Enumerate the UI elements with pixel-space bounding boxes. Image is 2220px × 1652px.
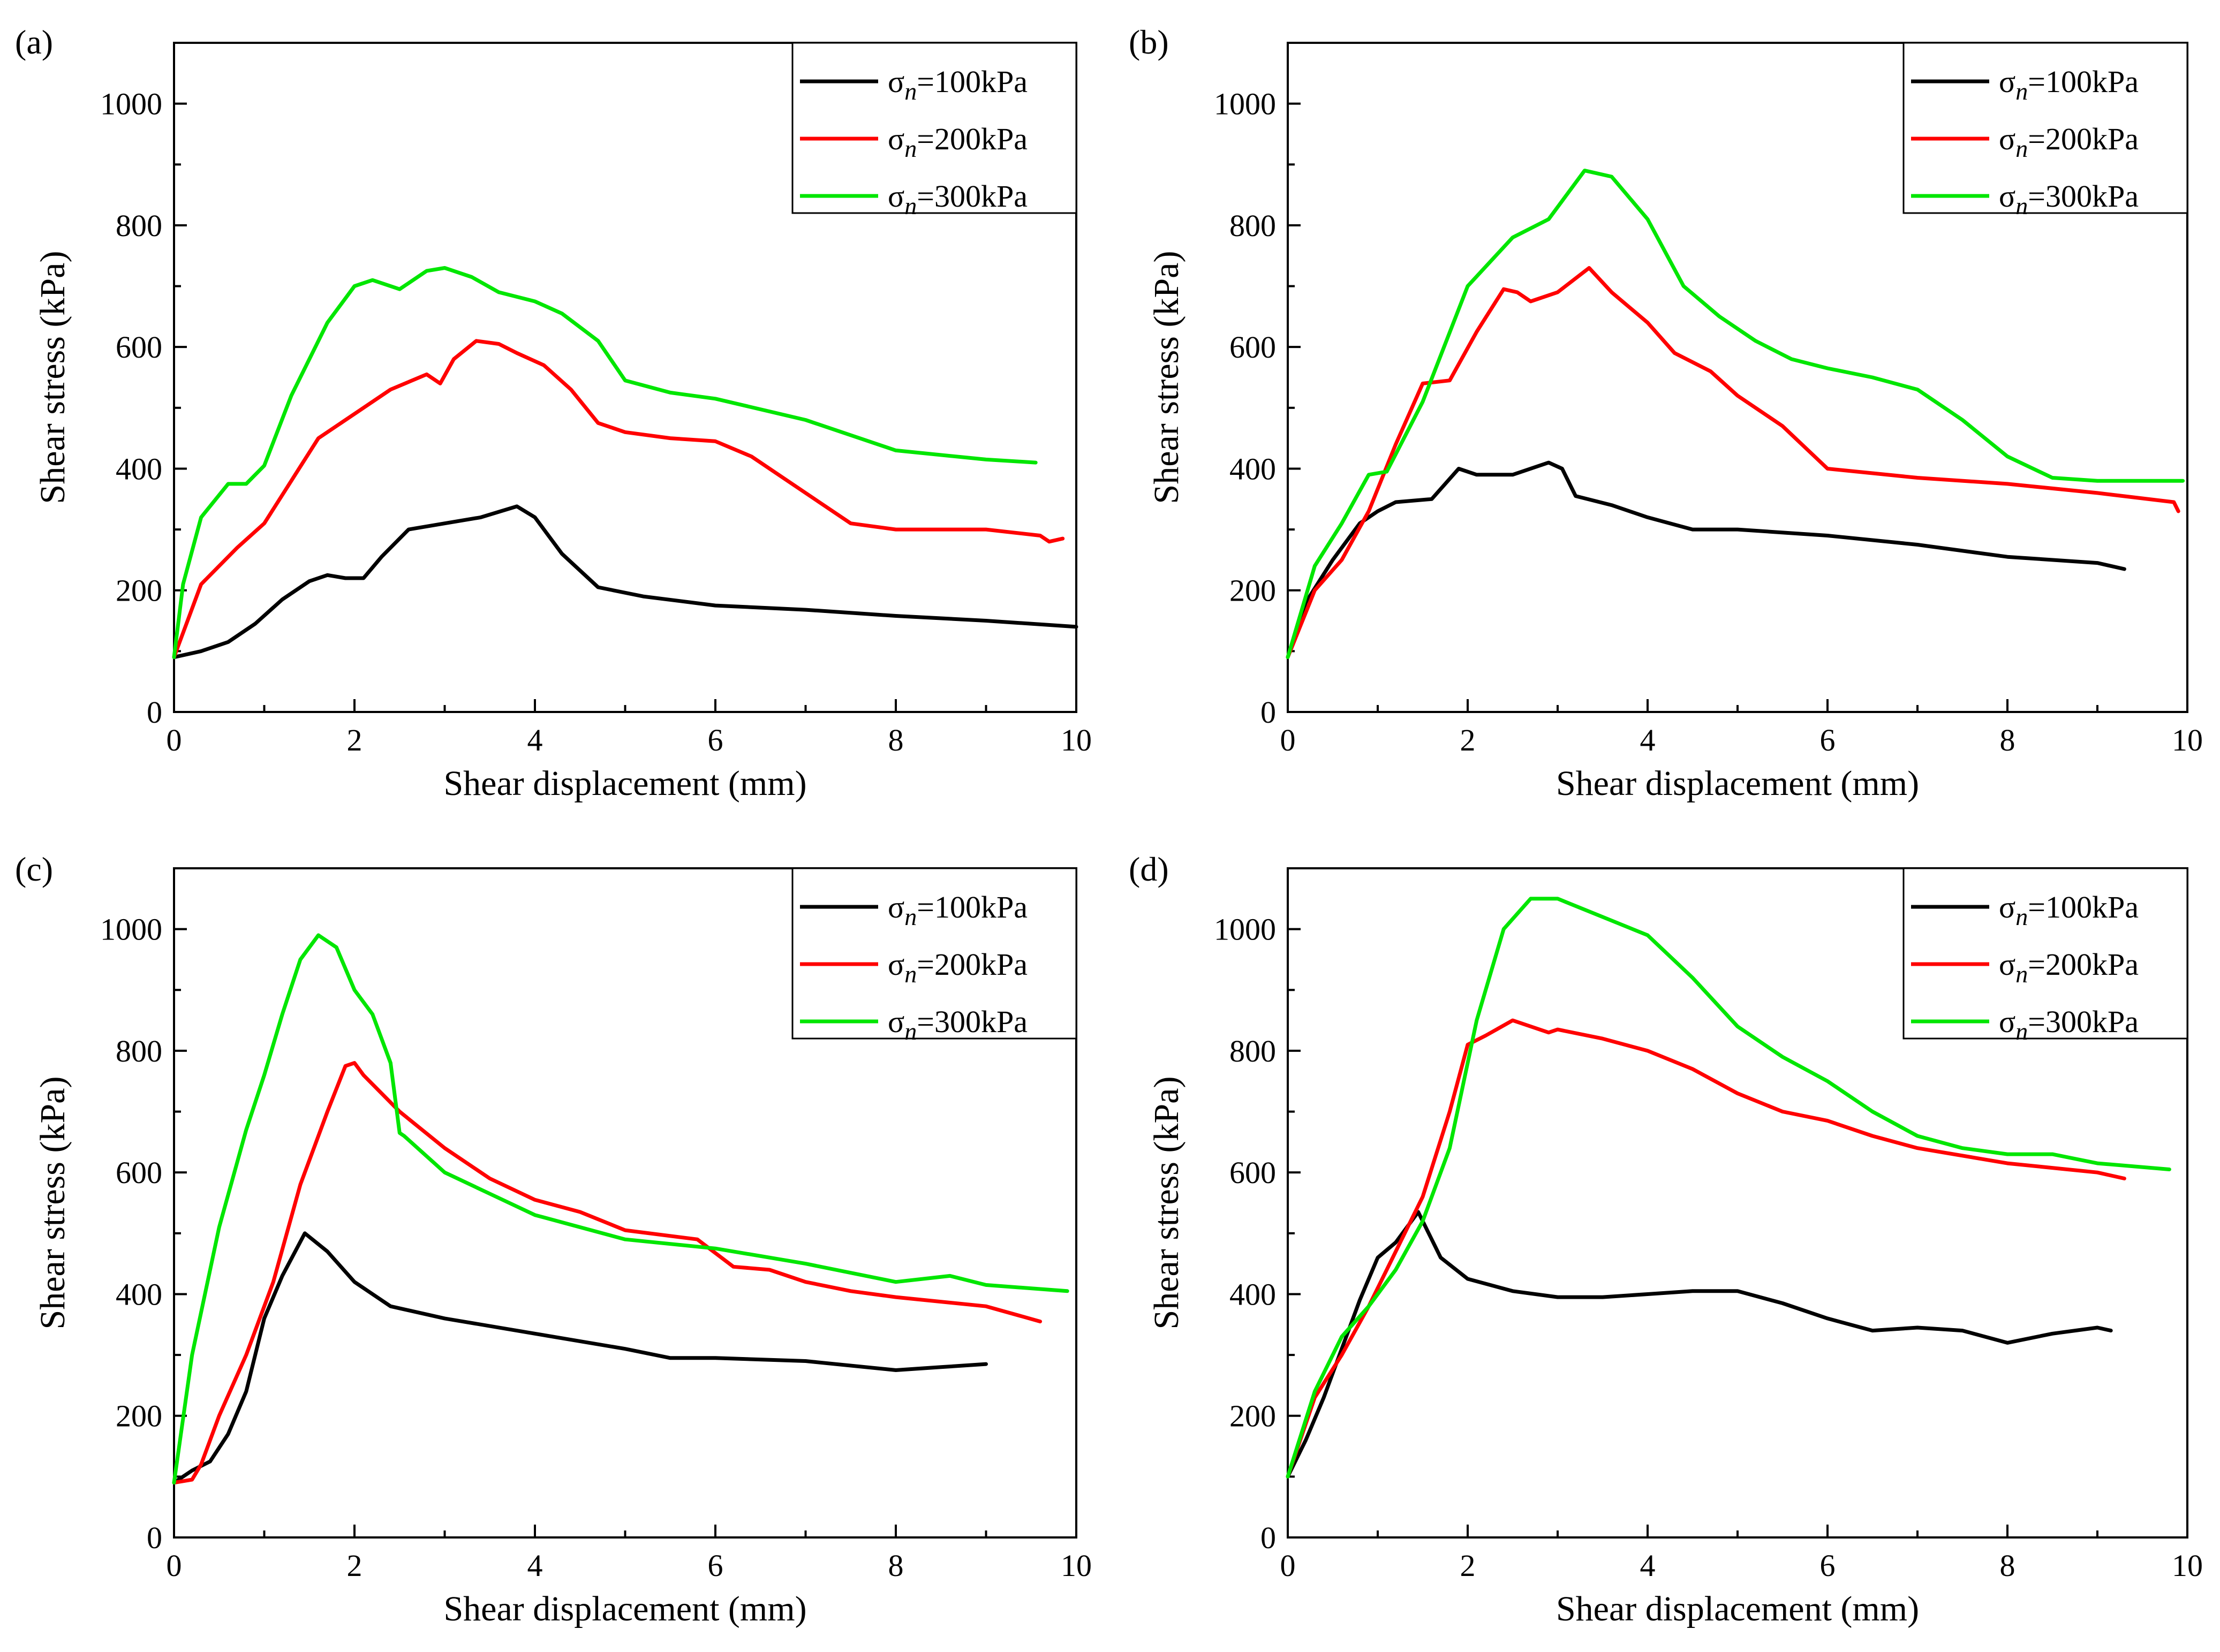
- x-tick-label: 6: [1820, 723, 1836, 757]
- y-axis-label: Shear stress (kPa): [1147, 251, 1186, 504]
- x-axis-label: Shear displacement (mm): [443, 764, 806, 803]
- legend-entry: σn=200kPa: [888, 122, 1028, 162]
- panel-label: (b): [1129, 23, 1169, 61]
- y-tick-label: 200: [1229, 573, 1276, 608]
- y-tick-label: 800: [1229, 1034, 1276, 1069]
- series-line-2: [1286, 266, 2180, 660]
- chart-panel-2: (b) 0 2 4 6 8 10 0 200 400 600 800 1000 Shear displac…: [1129, 23, 2203, 803]
- legend-box: [1902, 867, 2188, 1040]
- y-tick-label: 1000: [100, 912, 162, 947]
- panel-label: (a): [15, 23, 53, 61]
- legend: σn=100kPa σn=200kPa σn=300kPa: [791, 42, 1077, 219]
- panel-label: (c): [15, 850, 53, 888]
- series-line-3: [1286, 897, 2171, 1479]
- chart-panel-3: (c) 0 2 4 6 8 10 0 200 400 600 800 1000 Shear displac…: [15, 850, 1092, 1628]
- legend-entry: σn=100kPa: [888, 64, 1028, 105]
- legend-entry: σn=300kPa: [1999, 179, 2139, 219]
- legend-box: [791, 42, 1077, 214]
- legend-entry: σn=300kPa: [888, 179, 1028, 219]
- legend-entry: σn=100kPa: [888, 890, 1028, 930]
- legend-entry: σn=200kPa: [1999, 947, 2139, 988]
- y-tick-label: 600: [116, 330, 162, 365]
- y-tick-label: 1000: [1214, 87, 1276, 122]
- x-tick-label: 8: [2000, 1548, 2015, 1583]
- x-tick-label: 10: [2172, 723, 2203, 757]
- legend-entry: σn=100kPa: [1999, 890, 2139, 930]
- y-tick-label: 800: [116, 208, 162, 243]
- x-axis-label: Shear displacement (mm): [1556, 764, 1919, 803]
- y-tick-label: 400: [116, 451, 162, 486]
- y-tick-label: 600: [116, 1155, 162, 1190]
- legend: σn=100kPa σn=200kPa σn=300kPa: [791, 867, 1077, 1045]
- x-tick-label: 6: [1820, 1548, 1836, 1583]
- series-line-3: [172, 266, 1038, 660]
- y-tick-label: 400: [116, 1277, 162, 1312]
- y-axis-label: Shear stress (kPa): [33, 251, 72, 504]
- x-tick-label: 8: [2000, 723, 2015, 757]
- y-axis-label: Shear stress (kPa): [33, 1077, 72, 1330]
- y-tick-label: 1000: [100, 87, 162, 122]
- series-line-1: [1286, 1210, 2113, 1479]
- y-tick-label: 0: [1260, 1520, 1276, 1555]
- y-tick-label: 200: [116, 573, 162, 608]
- legend-box: [791, 867, 1077, 1040]
- y-tick-label: 200: [1229, 1399, 1276, 1434]
- x-tick-label: 6: [708, 1548, 723, 1583]
- y-tick-label: 1000: [1214, 912, 1276, 947]
- series-line-1: [172, 1231, 988, 1485]
- x-tick-label: 10: [1061, 723, 1092, 757]
- series-line-2: [172, 339, 1065, 660]
- x-tick-label: 4: [527, 1548, 543, 1583]
- x-tick-label: 0: [167, 723, 182, 757]
- y-tick-label: 600: [1229, 330, 1276, 365]
- legend-box: [1902, 42, 2188, 214]
- y-tick-label: 800: [1229, 208, 1276, 243]
- x-tick-label: 4: [527, 723, 543, 757]
- chart-panel-4: (d) 0 2 4 6 8 10 0 200 400 600 800 1000 Shear displac…: [1129, 850, 2203, 1628]
- legend-entry: σn=100kPa: [1999, 64, 2139, 105]
- panel-label: (d): [1129, 850, 1169, 888]
- x-tick-label: 10: [1061, 1548, 1092, 1583]
- y-tick-label: 0: [147, 695, 162, 730]
- legend: σn=100kPa σn=200kPa σn=300kPa: [1902, 867, 2188, 1045]
- x-axis-label: Shear displacement (mm): [443, 1589, 806, 1628]
- x-tick-label: 2: [1460, 1548, 1476, 1583]
- legend-entry: σn=200kPa: [1999, 122, 2139, 162]
- chart-panel-1: (a) 0 2 4 6 8 10 0 200 400 600 800 1000 Shear displac…: [15, 23, 1092, 803]
- x-tick-label: 0: [167, 1548, 182, 1583]
- y-tick-label: 0: [1260, 695, 1276, 730]
- legend: σn=100kPa σn=200kPa σn=300kPa: [1902, 42, 2188, 219]
- y-tick-label: 600: [1229, 1155, 1276, 1190]
- y-tick-label: 400: [1229, 451, 1276, 486]
- series-line-2: [172, 1061, 1043, 1485]
- y-tick-label: 0: [147, 1520, 162, 1555]
- x-tick-label: 4: [1640, 1548, 1656, 1583]
- series-line-3: [1286, 169, 2185, 660]
- series-line-3: [172, 933, 1069, 1485]
- x-tick-label: 10: [2172, 1548, 2203, 1583]
- x-tick-label: 4: [1640, 723, 1656, 757]
- x-tick-label: 2: [347, 1548, 363, 1583]
- legend-entry: σn=200kPa: [888, 947, 1028, 988]
- series-line-1: [1286, 460, 2126, 660]
- x-tick-label: 0: [1280, 1548, 1296, 1583]
- x-axis-label: Shear displacement (mm): [1556, 1589, 1919, 1628]
- series-line-2: [1286, 1018, 2126, 1479]
- legend-entry: σn=300kPa: [888, 1004, 1028, 1045]
- x-tick-label: 8: [888, 723, 904, 757]
- x-tick-label: 2: [1460, 723, 1476, 757]
- x-tick-label: 6: [708, 723, 723, 757]
- y-tick-label: 200: [116, 1399, 162, 1434]
- x-tick-label: 2: [347, 723, 363, 757]
- x-tick-label: 8: [888, 1548, 904, 1583]
- x-tick-label: 0: [1280, 723, 1296, 757]
- series-line-1: [172, 504, 1078, 660]
- y-tick-label: 800: [116, 1034, 162, 1069]
- legend-entry: σn=300kPa: [1999, 1004, 2139, 1045]
- y-tick-label: 400: [1229, 1277, 1276, 1312]
- y-axis-label: Shear stress (kPa): [1147, 1077, 1186, 1330]
